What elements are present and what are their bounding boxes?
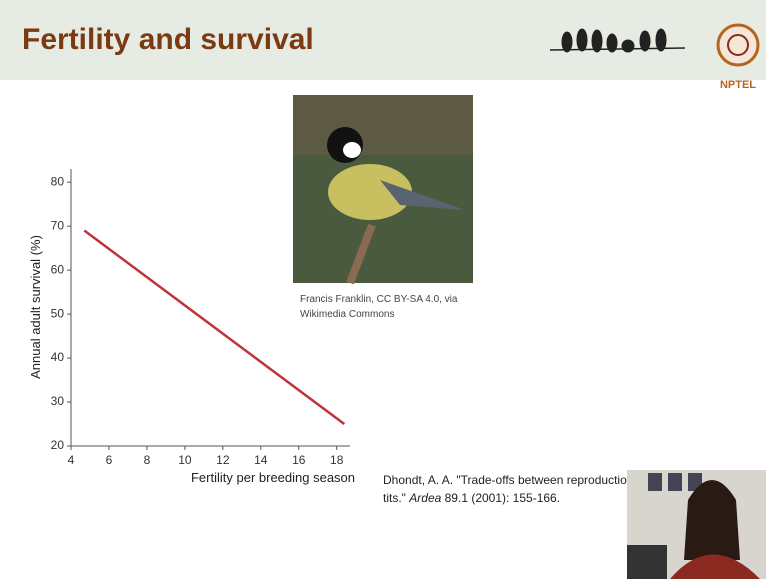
logo: NPTEL (718, 25, 758, 91)
citation-journal: Ardea (408, 491, 441, 505)
y-tick-label: 40 (51, 350, 65, 364)
citation-part: tits." (383, 491, 409, 505)
x-tick-label: 16 (292, 453, 306, 467)
x-tick-label: 8 (144, 453, 151, 467)
x-tick-label: 4 (68, 453, 75, 467)
x-axis-label: Fertility per breeding season (191, 470, 355, 485)
x-tick-label: 6 (106, 453, 113, 467)
slide: Fertility and survival NPTEL Francis Fra… (0, 0, 766, 579)
image-credit: Wikimedia Commons (300, 309, 394, 320)
bird-photo (293, 95, 473, 283)
citation: tits." Ardea 89.1 (2001): 155-166. (383, 491, 560, 505)
y-tick-label: 70 (51, 218, 65, 232)
y-tick-label: 20 (51, 438, 65, 452)
logo-text: NPTEL (720, 79, 756, 91)
y-tick-label: 60 (51, 262, 65, 276)
x-tick-label: 14 (254, 453, 268, 467)
slide-title: Fertility and survival (22, 23, 314, 56)
y-tick-label: 30 (51, 394, 65, 408)
x-tick-label: 10 (178, 453, 192, 467)
citation-part: 89.1 (2001): 155-166. (441, 491, 560, 505)
x-tick-label: 18 (330, 453, 344, 467)
y-tick-label: 50 (51, 306, 65, 320)
x-tick-label: 12 (216, 453, 230, 467)
image-credit: Francis Franklin, CC BY-SA 4.0, via (300, 294, 458, 305)
y-tick-label: 80 (51, 174, 65, 188)
citation: Dhondt, A. A. "Trade-offs between reprod… (383, 473, 666, 487)
y-axis-label: Annual adult survival (%) (28, 235, 43, 379)
webcam-feed (627, 470, 766, 579)
page: {"header": {"title": "Fertility and surv… (0, 0, 766, 579)
